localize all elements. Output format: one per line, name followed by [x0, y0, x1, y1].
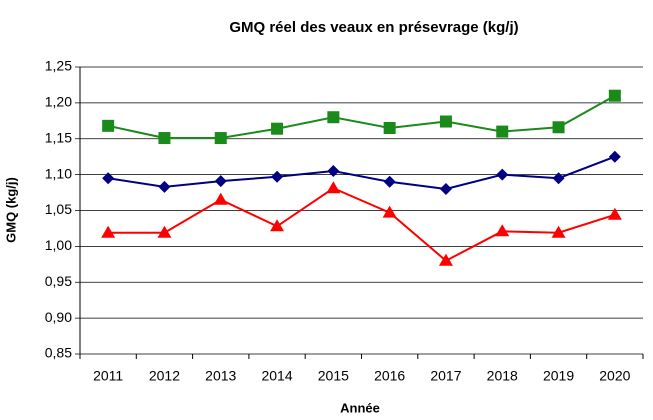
chart-title: GMQ réel des veaux en présevrage (kg/j): [229, 19, 518, 36]
marker: [552, 172, 565, 185]
y-tick-label: 0,90: [45, 309, 72, 325]
x-tick-label: 2014: [261, 368, 292, 384]
y-axis-title: GMQ (kg/j): [3, 177, 18, 243]
marker: [439, 115, 452, 128]
marker: [327, 111, 340, 124]
marker: [551, 225, 566, 238]
marker: [158, 180, 171, 193]
x-axis-title: Année: [340, 400, 380, 415]
marker: [608, 150, 621, 163]
y-tick-label: 1,20: [45, 94, 72, 110]
x-tick-label: 2020: [599, 368, 630, 384]
x-tick-label: 2017: [430, 368, 461, 384]
x-tick-label: 2015: [318, 368, 349, 384]
marker: [214, 175, 227, 188]
y-tick-label: 1,25: [45, 58, 72, 74]
marker: [496, 168, 509, 181]
marker: [102, 119, 115, 132]
y-tick-label: 0,95: [45, 273, 72, 289]
marker: [608, 89, 621, 102]
y-tick-label: 1,15: [45, 129, 72, 145]
marker: [552, 121, 565, 134]
series-line: [107, 94, 616, 140]
marker: [607, 207, 622, 220]
series-line: [107, 155, 616, 190]
marker: [438, 253, 453, 266]
marker: [271, 122, 284, 135]
x-tick-label: 2018: [487, 368, 518, 384]
marker: [101, 225, 116, 238]
marker: [327, 165, 340, 178]
x-tick-label: 2011: [93, 368, 123, 384]
marker: [326, 181, 341, 194]
marker: [102, 172, 115, 185]
marker: [157, 225, 172, 238]
marker: [383, 175, 396, 188]
x-tick-label: 2013: [205, 368, 236, 384]
y-tick-label: 1,10: [45, 165, 72, 181]
marker: [158, 132, 171, 145]
marker: [213, 192, 228, 205]
x-tick-label: 2019: [543, 368, 574, 384]
marker: [496, 125, 509, 138]
marker: [495, 224, 510, 237]
series-line: [108, 187, 616, 262]
marker: [214, 132, 227, 145]
x-tick-label: 2012: [149, 368, 180, 384]
x-tick-label: 2016: [374, 368, 405, 384]
marker: [439, 182, 452, 195]
marker: [383, 121, 396, 134]
y-tick-label: 0,85: [45, 345, 72, 361]
marker: [382, 205, 397, 218]
y-tick-label: 1,05: [45, 201, 72, 217]
marker: [270, 219, 285, 232]
y-tick-label: 1,00: [45, 237, 72, 253]
marker: [271, 170, 284, 183]
